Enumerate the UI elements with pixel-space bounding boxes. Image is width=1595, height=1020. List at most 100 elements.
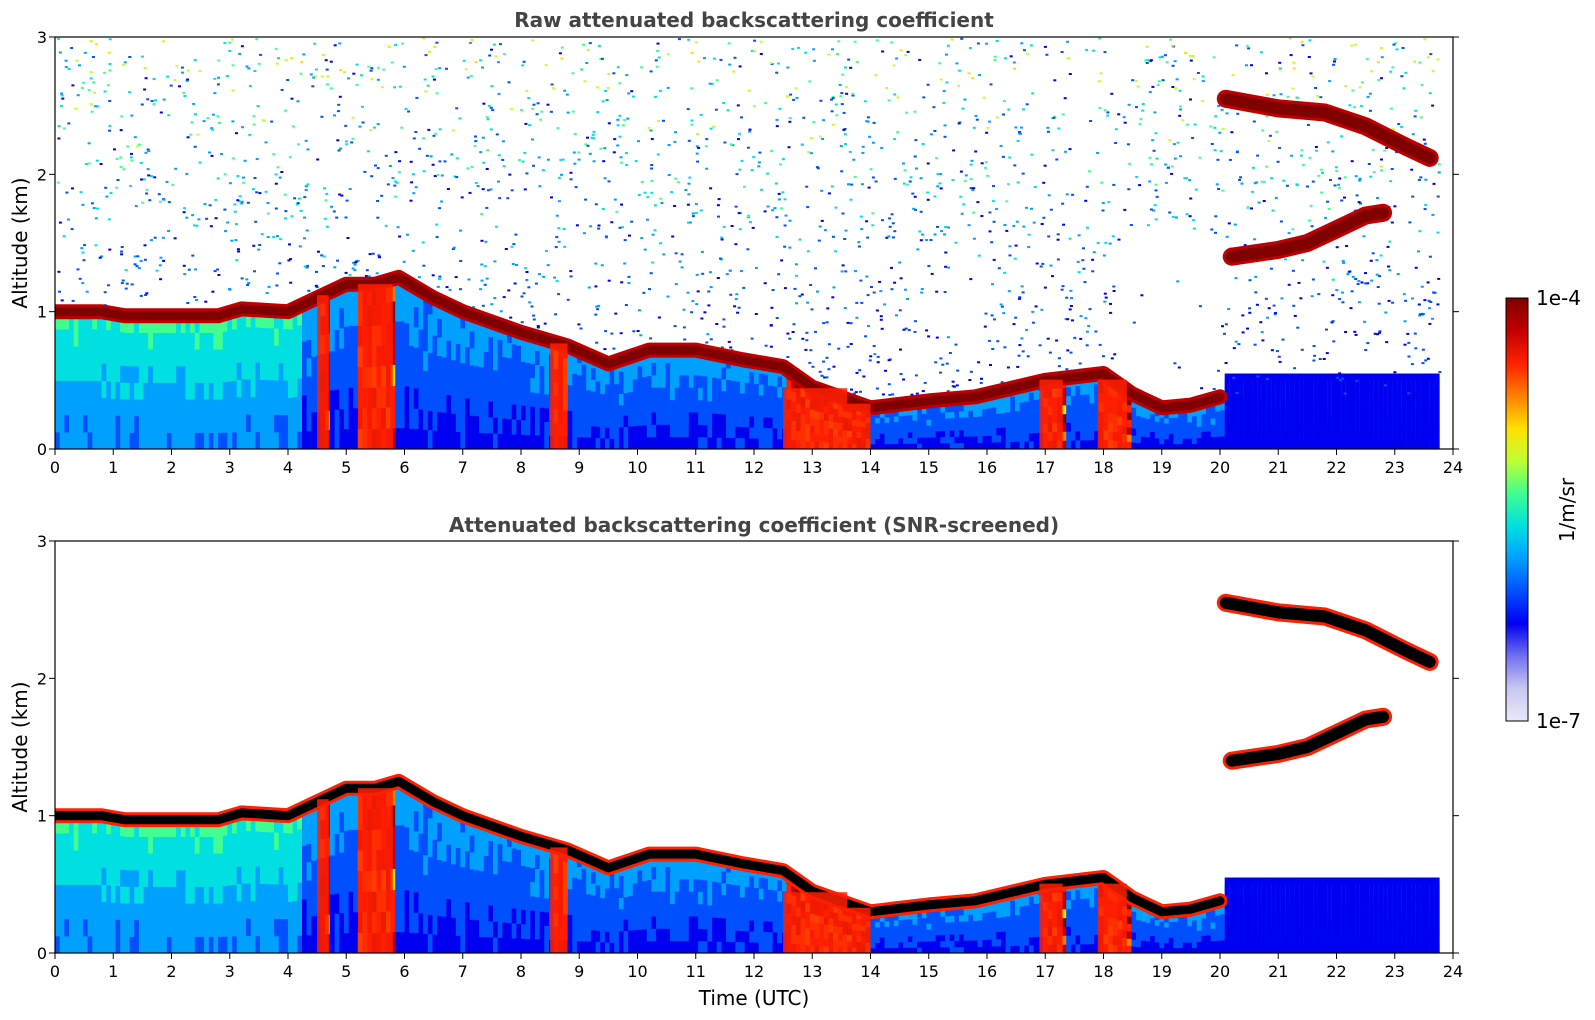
aerosol-cell <box>1066 413 1072 423</box>
noise-pixel <box>1413 332 1417 335</box>
noise-pixel <box>211 290 215 293</box>
aerosol-cell <box>754 383 760 395</box>
aerosol-cell <box>1173 417 1179 424</box>
noise-pixel <box>1145 62 1149 64</box>
noise-pixel <box>890 288 894 291</box>
noise-pixel <box>740 116 743 119</box>
aerosol-cell <box>213 349 219 367</box>
noise-pixel <box>1423 142 1427 145</box>
noise-pixel <box>875 39 879 42</box>
noise-pixel <box>1173 157 1177 160</box>
noise-pixel <box>60 299 64 302</box>
noise-pixel <box>827 53 831 56</box>
noise-pixel <box>1013 67 1016 70</box>
noise-pixel <box>81 251 85 254</box>
aerosol-cell <box>129 315 135 333</box>
noise-pixel <box>1112 285 1116 288</box>
noise-pixel <box>730 225 734 227</box>
noise-pixel <box>235 132 238 135</box>
aerosol-cell <box>1178 433 1184 439</box>
aerosol-cell <box>208 399 214 417</box>
noise-pixel <box>1376 61 1380 64</box>
aerosol-cell <box>124 886 131 904</box>
aerosol-cell <box>1089 402 1095 413</box>
noise-pixel <box>1103 300 1107 303</box>
aerosol-cell <box>977 422 983 430</box>
aerosol-cell <box>730 380 736 393</box>
aerosol-cell <box>250 361 256 380</box>
aerosol-cell <box>115 432 121 449</box>
aerosol-cell <box>73 397 79 416</box>
noise-pixel <box>1315 390 1319 393</box>
aerosol-cell <box>581 388 587 402</box>
noise-pixel <box>601 100 605 103</box>
noise-pixel <box>1261 339 1265 342</box>
noise-pixel <box>732 70 736 73</box>
aerosol-cell <box>693 362 699 376</box>
panel-raw-x-axis: 0 1 2 3 4 5 6 7 8 9 10 11 12 13 14 15 16 17 18 19 20 21 22 23 24 <box>50 449 1463 477</box>
aerosol-cell <box>982 408 988 416</box>
noise-pixel <box>695 303 699 306</box>
aerosol-cell <box>302 359 308 378</box>
aerosol-cell <box>180 415 186 433</box>
noise-pixel <box>300 60 304 63</box>
noise-pixel <box>1114 128 1118 131</box>
noise-pixel <box>621 226 625 229</box>
aerosol-cell <box>185 399 191 417</box>
noise-pixel <box>1005 229 1009 232</box>
noise-pixel <box>840 92 844 95</box>
aerosol-cell <box>1005 434 1011 443</box>
noise-pixel <box>841 212 845 215</box>
aerosol-cell <box>250 344 256 363</box>
noise-pixel <box>700 317 704 320</box>
noise-pixel <box>1417 303 1421 306</box>
noise-pixel <box>1262 180 1266 183</box>
noise-pixel <box>253 177 257 179</box>
noise-pixel <box>902 182 906 185</box>
noise-pixel <box>791 331 795 333</box>
noise-pixel <box>220 153 224 155</box>
noise-pixel <box>602 160 606 163</box>
noise-pixel <box>1344 85 1348 87</box>
noise-pixel <box>1292 304 1296 307</box>
noise-pixel <box>1070 319 1074 322</box>
noise-pixel <box>728 63 732 66</box>
aerosol-cell <box>665 374 671 388</box>
noise-pixel <box>305 264 309 267</box>
noise-pixel <box>78 64 81 67</box>
noise-pixel <box>1389 107 1393 110</box>
aerosol-cell <box>576 424 583 438</box>
noise-pixel <box>1402 293 1406 296</box>
aerosol-cell <box>120 919 126 937</box>
noise-pixel <box>952 149 956 152</box>
aerosol-cell <box>530 349 536 364</box>
noise-pixel <box>330 87 334 90</box>
aerosol-cell <box>581 412 587 426</box>
noise-pixel <box>355 83 359 86</box>
noise-pixel <box>902 378 906 381</box>
aerosol-cell <box>87 935 93 953</box>
aerosol-cell <box>87 328 93 347</box>
aerosol-cell <box>353 428 359 449</box>
noise-pixel <box>603 177 607 180</box>
aerosol-cell <box>339 388 345 410</box>
noise-pixel <box>1152 209 1156 212</box>
noise-pixel <box>925 329 929 332</box>
aerosol-cell <box>735 437 741 449</box>
noise-pixel <box>677 38 681 41</box>
aerosol-cell <box>1238 373 1244 449</box>
aerosol-cell <box>227 313 233 331</box>
noise-pixel <box>1196 72 1200 74</box>
noise-pixel <box>712 125 715 128</box>
aerosol-cell <box>726 437 732 449</box>
noise-pixel <box>336 139 340 142</box>
aerosol-cell <box>572 373 578 387</box>
aerosol-cell <box>959 417 965 425</box>
aerosol-cell <box>907 426 913 433</box>
aerosol-cell <box>521 419 527 435</box>
aerosol-cell <box>339 408 345 430</box>
aerosol-cell <box>96 431 103 449</box>
aerosol-cell <box>432 392 438 412</box>
noise-pixel <box>80 87 84 89</box>
aerosol-cell <box>148 415 154 433</box>
